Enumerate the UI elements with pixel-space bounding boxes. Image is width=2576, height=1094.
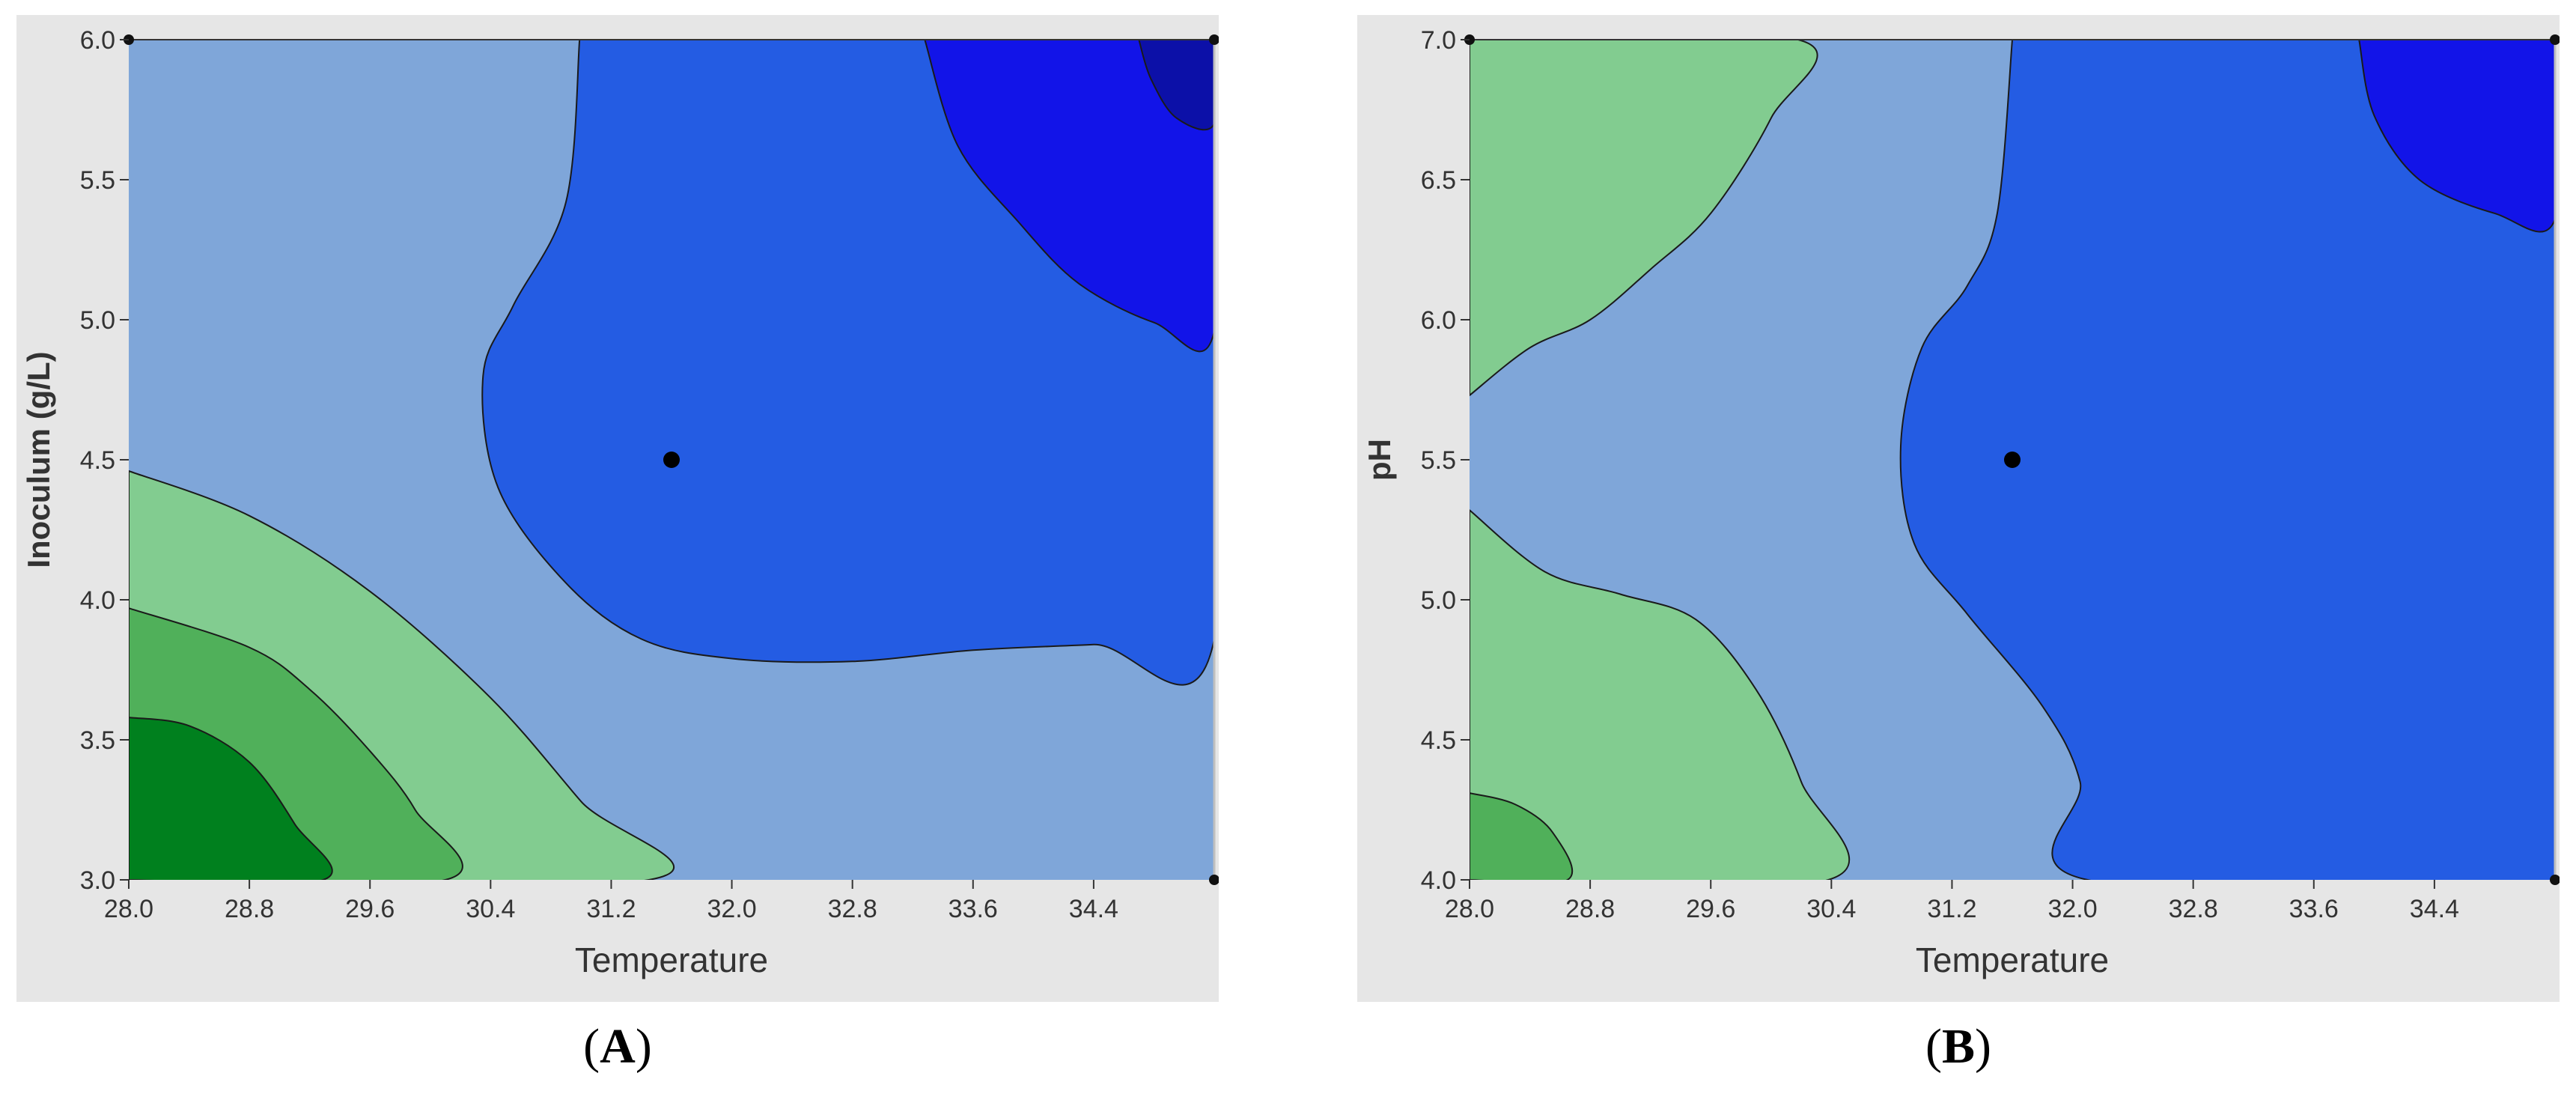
caption-b-letter: B — [1941, 1019, 1976, 1074]
caption-a-letter: A — [600, 1019, 636, 1074]
contour-region-light-green-upper — [1470, 40, 1818, 396]
x-axis-label: Temperature — [1916, 940, 2109, 979]
contour-plot-a-svg: 28.0 28.8 29.6 30.4 31.2 32.0 32.8 33.6 34.4 3.0 3… — [16, 15, 1219, 1002]
y-tick-label: 5.0 — [1421, 586, 1456, 615]
x-tick-label: 31.2 — [1927, 895, 1976, 923]
y-tick-label: 3.5 — [80, 726, 115, 755]
contour-plot-b-svg: 28.0 28.8 29.6 30.4 31.2 32.0 32.8 33.6 34.4 4.0 4… — [1357, 15, 2560, 1002]
x-tick-label: 28.8 — [225, 895, 274, 923]
y-tick-label: 4.5 — [80, 446, 115, 475]
contour-regions — [129, 40, 1214, 880]
y-tick-label: 6.0 — [1421, 306, 1456, 335]
y-tick-label: 3.0 — [80, 866, 115, 895]
x-tick-label: 33.6 — [2289, 895, 2339, 923]
contour-region-dark-green-core — [129, 717, 333, 880]
contour-region-bright-blue-region — [2358, 40, 2555, 233]
y-tick-label: 4.0 — [80, 586, 115, 615]
contour-region-navy-region — [1138, 40, 1214, 131]
y-axis-label: Inoculum (g/L) — [21, 351, 56, 568]
x-tick-label: 30.4 — [1806, 895, 1856, 923]
y-tick-label: 4.5 — [1421, 726, 1456, 755]
center-point — [2004, 452, 2021, 468]
x-tick-label: 28.8 — [1565, 895, 1615, 923]
y-tick-label: 5.0 — [80, 306, 115, 335]
x-axis-label: Temperature — [575, 940, 768, 979]
x-tick-label: 31.2 — [586, 895, 636, 923]
x-tick-label: 34.4 — [1069, 895, 1118, 923]
x-tick-label: 30.4 — [466, 895, 515, 923]
x-tick-label: 28.0 — [1445, 895, 1494, 923]
y-tick-label: 6.5 — [1421, 166, 1456, 195]
contour-plot-a: 28.0 28.8 29.6 30.4 31.2 32.0 32.8 33.6 34.4 3.0 3… — [16, 15, 1219, 1002]
caption-b: (B) — [1925, 1019, 1991, 1074]
contour-region-light-green-lower — [1470, 509, 1851, 880]
y-tick-label: 5.5 — [80, 166, 115, 195]
contour-region-mid-green-core — [1470, 792, 1574, 880]
corner-point — [1209, 875, 1219, 885]
x-tick-label: 32.8 — [828, 895, 877, 923]
x-tick-label: 32.0 — [707, 895, 756, 923]
contour-region-bright-blue-region — [924, 40, 1214, 353]
center-point — [663, 452, 680, 468]
contour-region-mid-blue-region — [1899, 40, 2555, 880]
corner-point — [2550, 875, 2560, 885]
y-tick-label: 4.0 — [1421, 866, 1456, 895]
x-tick-label: 32.8 — [2169, 895, 2218, 923]
contour-plot-b: 28.0 28.8 29.6 30.4 31.2 32.0 32.8 33.6 34.4 4.0 4… — [1357, 15, 2560, 1002]
corner-point — [2550, 34, 2560, 45]
y-tick-label: 6.0 — [80, 26, 115, 55]
x-tick-label: 29.6 — [345, 895, 395, 923]
corner-point — [1209, 34, 1219, 45]
y-tick-label: 7.0 — [1421, 26, 1456, 55]
y-axis-label: pH — [1362, 439, 1397, 481]
contour-regions — [1470, 40, 2555, 880]
x-tick-label: 29.6 — [1686, 895, 1735, 923]
x-tick-label: 28.0 — [104, 895, 153, 923]
y-tick-label: 5.5 — [1421, 446, 1456, 475]
x-tick-label: 32.0 — [2047, 895, 2097, 923]
x-tick-label: 33.6 — [949, 895, 998, 923]
caption-a: (A) — [583, 1019, 652, 1074]
x-tick-label: 34.4 — [2410, 895, 2459, 923]
